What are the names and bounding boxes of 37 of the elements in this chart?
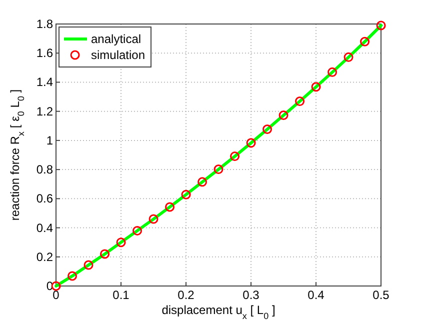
point bbox=[328, 67, 337, 77]
y-tick-label: 1.2 bbox=[36, 104, 54, 118]
point bbox=[84, 260, 94, 270]
y-tick-label: 1.8 bbox=[36, 17, 54, 31]
x-tick-label: 0.2 bbox=[178, 288, 195, 302]
y-tick-label: 0.4 bbox=[36, 220, 54, 235]
point bbox=[230, 152, 240, 162]
y-tick-label: 1 bbox=[46, 133, 54, 148]
point bbox=[116, 238, 126, 248]
legend-label: analytical bbox=[91, 32, 142, 46]
point bbox=[165, 202, 174, 212]
legend-label: simulation bbox=[91, 48, 146, 62]
point bbox=[360, 36, 370, 46]
point bbox=[344, 52, 354, 62]
y-tick-label: 0.2 bbox=[36, 250, 54, 264]
y-tick-label: 0.6 bbox=[36, 192, 54, 206]
point bbox=[214, 164, 224, 174]
point bbox=[246, 138, 256, 148]
point bbox=[278, 110, 288, 120]
point bbox=[262, 124, 272, 134]
point bbox=[132, 226, 142, 236]
point bbox=[376, 20, 386, 30]
x-tick-label: 0.1 bbox=[112, 288, 130, 302]
point bbox=[181, 190, 191, 200]
y-tick-label: 1.6 bbox=[36, 46, 54, 60]
x-tick-label: 0.4 bbox=[308, 288, 325, 302]
point bbox=[295, 96, 304, 106]
y-tick-label: 0.8 bbox=[36, 162, 54, 177]
point bbox=[198, 177, 207, 187]
point bbox=[100, 249, 110, 259]
point bbox=[311, 82, 321, 92]
x-tick-label: 0.5 bbox=[372, 288, 390, 302]
x-axis-title: displacement u$_{x}$ [ L$_{0}$ ] bbox=[162, 303, 276, 321]
point bbox=[68, 271, 77, 281]
x-tick-label: 0.3 bbox=[242, 288, 260, 302]
point bbox=[148, 214, 158, 224]
y-tick-label: 1.4 bbox=[36, 75, 54, 90]
